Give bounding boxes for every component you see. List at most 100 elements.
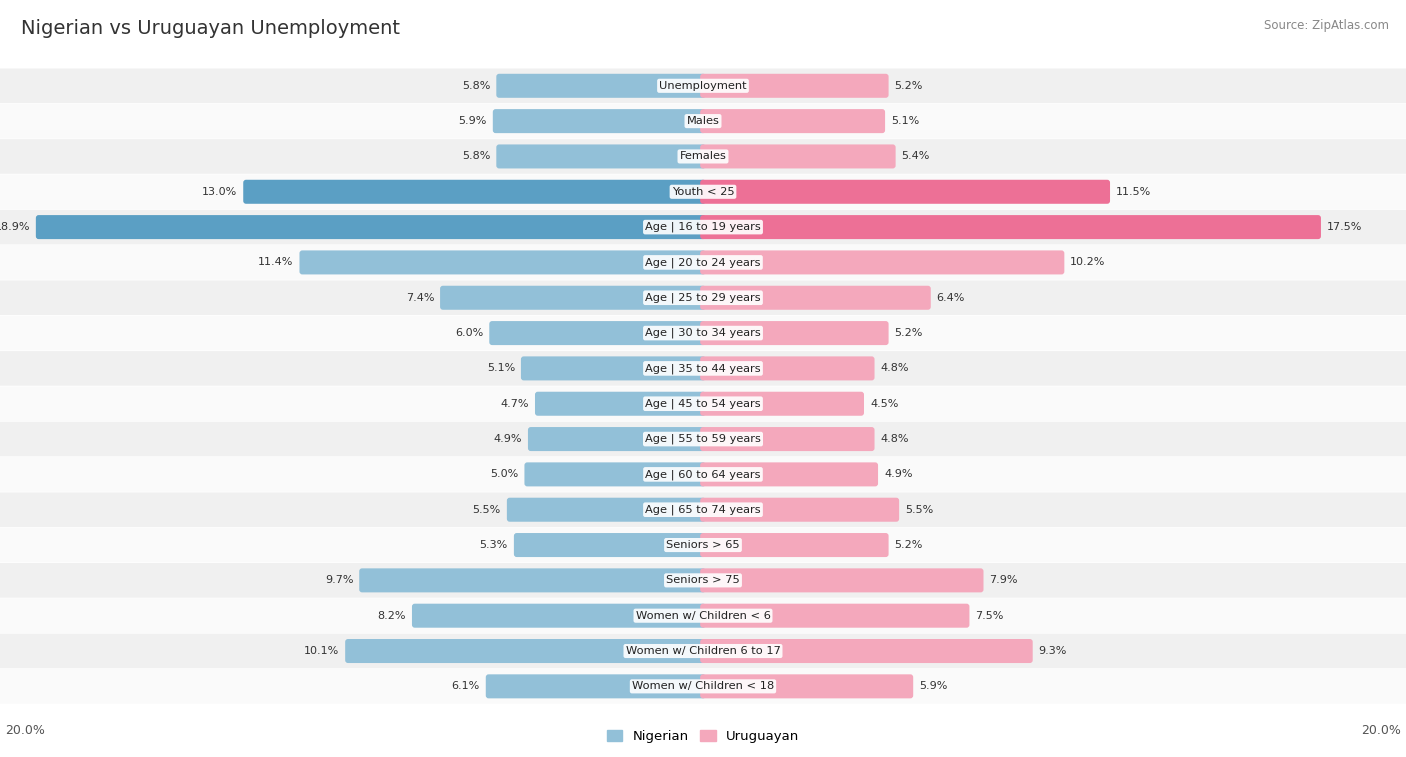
- Text: Seniors > 75: Seniors > 75: [666, 575, 740, 585]
- FancyBboxPatch shape: [700, 179, 1111, 204]
- Text: 10.2%: 10.2%: [1070, 257, 1105, 267]
- Text: 5.2%: 5.2%: [894, 81, 922, 91]
- FancyBboxPatch shape: [0, 422, 1406, 456]
- FancyBboxPatch shape: [520, 357, 706, 381]
- FancyBboxPatch shape: [700, 215, 1322, 239]
- Text: 5.4%: 5.4%: [901, 151, 929, 161]
- FancyBboxPatch shape: [0, 139, 1406, 174]
- FancyBboxPatch shape: [529, 427, 706, 451]
- FancyBboxPatch shape: [0, 634, 1406, 668]
- Text: Age | 35 to 44 years: Age | 35 to 44 years: [645, 363, 761, 374]
- FancyBboxPatch shape: [37, 215, 706, 239]
- FancyBboxPatch shape: [534, 391, 706, 416]
- Text: 4.7%: 4.7%: [501, 399, 529, 409]
- Text: Age | 20 to 24 years: Age | 20 to 24 years: [645, 257, 761, 268]
- FancyBboxPatch shape: [0, 245, 1406, 280]
- FancyBboxPatch shape: [700, 674, 914, 699]
- Text: 4.9%: 4.9%: [884, 469, 912, 479]
- FancyBboxPatch shape: [700, 145, 896, 169]
- Text: 5.8%: 5.8%: [463, 151, 491, 161]
- FancyBboxPatch shape: [700, 73, 889, 98]
- FancyBboxPatch shape: [515, 533, 706, 557]
- Text: 17.5%: 17.5%: [1327, 222, 1362, 232]
- Text: 7.4%: 7.4%: [405, 293, 434, 303]
- FancyBboxPatch shape: [299, 251, 706, 275]
- Text: 7.5%: 7.5%: [976, 611, 1004, 621]
- Text: 11.5%: 11.5%: [1116, 187, 1152, 197]
- Text: 5.8%: 5.8%: [463, 81, 491, 91]
- FancyBboxPatch shape: [496, 145, 706, 169]
- Text: Seniors > 65: Seniors > 65: [666, 540, 740, 550]
- FancyBboxPatch shape: [700, 497, 900, 522]
- FancyBboxPatch shape: [0, 528, 1406, 562]
- Text: 4.8%: 4.8%: [880, 363, 910, 373]
- Text: Youth < 25: Youth < 25: [672, 187, 734, 197]
- FancyBboxPatch shape: [700, 603, 970, 628]
- FancyBboxPatch shape: [700, 321, 889, 345]
- FancyBboxPatch shape: [494, 109, 706, 133]
- FancyBboxPatch shape: [0, 386, 1406, 421]
- Legend: Nigerian, Uruguayan: Nigerian, Uruguayan: [606, 730, 800, 743]
- FancyBboxPatch shape: [700, 427, 875, 451]
- FancyBboxPatch shape: [0, 492, 1406, 527]
- FancyBboxPatch shape: [0, 280, 1406, 315]
- FancyBboxPatch shape: [440, 285, 706, 310]
- Text: Age | 65 to 74 years: Age | 65 to 74 years: [645, 504, 761, 515]
- Text: 4.8%: 4.8%: [880, 434, 910, 444]
- Text: 5.1%: 5.1%: [891, 116, 920, 126]
- FancyBboxPatch shape: [0, 563, 1406, 598]
- Text: Source: ZipAtlas.com: Source: ZipAtlas.com: [1264, 19, 1389, 32]
- Text: Age | 30 to 34 years: Age | 30 to 34 years: [645, 328, 761, 338]
- Text: 5.0%: 5.0%: [491, 469, 519, 479]
- FancyBboxPatch shape: [0, 68, 1406, 103]
- FancyBboxPatch shape: [0, 669, 1406, 704]
- Text: 5.2%: 5.2%: [894, 540, 922, 550]
- FancyBboxPatch shape: [700, 251, 1064, 275]
- FancyBboxPatch shape: [486, 674, 706, 699]
- Text: 6.4%: 6.4%: [936, 293, 965, 303]
- Text: 11.4%: 11.4%: [259, 257, 294, 267]
- FancyBboxPatch shape: [508, 497, 706, 522]
- FancyBboxPatch shape: [0, 104, 1406, 139]
- FancyBboxPatch shape: [700, 639, 1032, 663]
- Text: 5.1%: 5.1%: [486, 363, 515, 373]
- FancyBboxPatch shape: [496, 73, 706, 98]
- FancyBboxPatch shape: [360, 569, 706, 593]
- Text: 5.5%: 5.5%: [472, 505, 501, 515]
- Text: Women w/ Children 6 to 17: Women w/ Children 6 to 17: [626, 646, 780, 656]
- Text: 10.1%: 10.1%: [304, 646, 339, 656]
- Text: Women w/ Children < 18: Women w/ Children < 18: [631, 681, 775, 691]
- Text: Unemployment: Unemployment: [659, 81, 747, 91]
- FancyBboxPatch shape: [700, 285, 931, 310]
- Text: 9.7%: 9.7%: [325, 575, 353, 585]
- Text: 5.2%: 5.2%: [894, 328, 922, 338]
- FancyBboxPatch shape: [412, 603, 706, 628]
- FancyBboxPatch shape: [0, 598, 1406, 633]
- Text: Females: Females: [679, 151, 727, 161]
- FancyBboxPatch shape: [0, 351, 1406, 386]
- FancyBboxPatch shape: [489, 321, 706, 345]
- FancyBboxPatch shape: [524, 463, 706, 487]
- Text: 6.0%: 6.0%: [456, 328, 484, 338]
- FancyBboxPatch shape: [700, 357, 875, 381]
- FancyBboxPatch shape: [0, 174, 1406, 209]
- FancyBboxPatch shape: [0, 316, 1406, 350]
- Text: 4.9%: 4.9%: [494, 434, 522, 444]
- Text: 20.0%: 20.0%: [1361, 724, 1400, 737]
- Text: 5.5%: 5.5%: [905, 505, 934, 515]
- Text: 6.1%: 6.1%: [451, 681, 479, 691]
- Text: 7.9%: 7.9%: [990, 575, 1018, 585]
- FancyBboxPatch shape: [700, 391, 863, 416]
- FancyBboxPatch shape: [346, 639, 706, 663]
- Text: Age | 55 to 59 years: Age | 55 to 59 years: [645, 434, 761, 444]
- Text: 5.9%: 5.9%: [920, 681, 948, 691]
- FancyBboxPatch shape: [243, 179, 706, 204]
- FancyBboxPatch shape: [0, 210, 1406, 245]
- Text: 18.9%: 18.9%: [0, 222, 30, 232]
- Text: Nigerian vs Uruguayan Unemployment: Nigerian vs Uruguayan Unemployment: [21, 19, 401, 38]
- Text: Age | 16 to 19 years: Age | 16 to 19 years: [645, 222, 761, 232]
- FancyBboxPatch shape: [700, 533, 889, 557]
- Text: 5.9%: 5.9%: [458, 116, 486, 126]
- Text: Age | 25 to 29 years: Age | 25 to 29 years: [645, 292, 761, 303]
- FancyBboxPatch shape: [700, 463, 877, 487]
